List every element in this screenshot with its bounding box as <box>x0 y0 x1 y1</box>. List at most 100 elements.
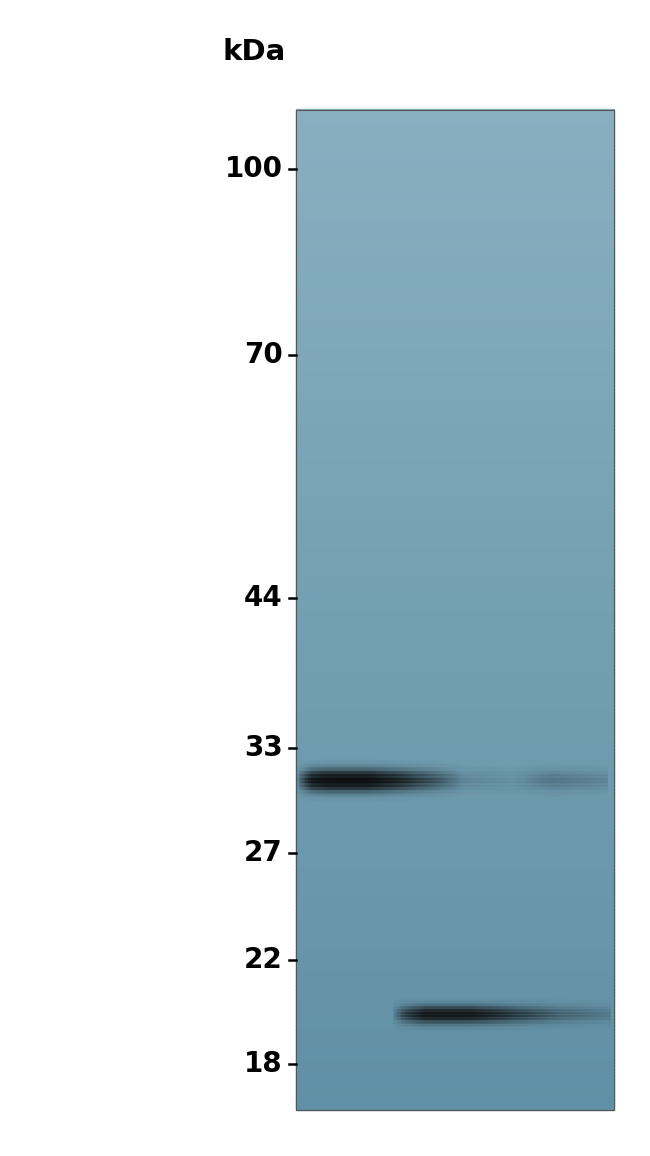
Bar <box>296 139 614 143</box>
Bar <box>296 636 614 639</box>
Bar <box>296 702 614 706</box>
Bar <box>296 1052 614 1057</box>
Bar <box>296 155 614 160</box>
Text: 44: 44 <box>244 584 283 612</box>
Bar <box>296 898 614 903</box>
Bar <box>296 395 614 400</box>
Bar <box>296 625 614 630</box>
Bar <box>296 422 614 427</box>
Bar <box>296 866 614 869</box>
Bar <box>296 838 614 843</box>
Bar <box>296 342 614 347</box>
Bar <box>296 346 614 350</box>
Bar <box>296 212 614 216</box>
Bar <box>296 459 614 464</box>
Bar <box>296 955 614 959</box>
Bar <box>296 1025 614 1030</box>
Bar <box>296 128 614 133</box>
Bar <box>296 979 614 983</box>
Bar <box>296 642 614 646</box>
Bar <box>296 509 614 513</box>
Bar <box>296 758 614 763</box>
Bar <box>296 612 614 616</box>
Bar <box>296 949 614 953</box>
Bar <box>296 722 614 726</box>
Bar <box>296 645 614 650</box>
Bar <box>296 958 614 963</box>
Bar <box>296 981 614 986</box>
Bar <box>296 882 614 887</box>
Bar <box>296 792 614 796</box>
Text: 18: 18 <box>244 1051 283 1079</box>
Bar <box>296 1102 614 1106</box>
Bar <box>296 151 614 156</box>
Bar <box>296 332 614 336</box>
Bar <box>296 185 614 190</box>
Bar <box>296 935 614 940</box>
Bar <box>296 806 614 809</box>
Bar <box>296 1006 614 1010</box>
Bar <box>296 218 614 223</box>
Bar <box>296 632 614 637</box>
Bar <box>296 1085 614 1090</box>
Bar <box>296 746 614 750</box>
Bar <box>296 438 614 443</box>
Bar <box>296 1062 614 1067</box>
Bar <box>296 875 614 880</box>
Bar <box>296 802 614 807</box>
Bar <box>296 225 614 230</box>
Bar <box>296 832 614 837</box>
Bar <box>296 602 614 607</box>
Bar <box>296 1032 614 1037</box>
Bar <box>296 852 614 857</box>
Bar <box>296 512 614 517</box>
Bar <box>296 562 614 566</box>
Bar <box>296 412 614 416</box>
Bar <box>296 976 614 980</box>
Bar <box>296 532 614 536</box>
Bar <box>296 751 614 756</box>
Bar <box>296 109 614 113</box>
Bar <box>296 655 614 660</box>
Bar <box>296 206 614 210</box>
Bar <box>296 599 614 603</box>
Bar <box>296 523 614 526</box>
Bar <box>296 885 614 890</box>
Bar <box>296 229 614 234</box>
Bar <box>296 662 614 667</box>
Bar <box>296 588 614 593</box>
Bar <box>296 829 614 833</box>
Bar <box>296 762 614 766</box>
Bar <box>296 425 614 430</box>
Bar <box>296 969 614 973</box>
Bar <box>296 732 614 736</box>
Text: 22: 22 <box>244 946 283 973</box>
Bar <box>296 862 614 867</box>
Bar <box>296 1098 614 1103</box>
Bar <box>296 555 614 560</box>
Bar <box>296 429 614 434</box>
Bar <box>296 381 614 386</box>
Bar <box>296 1045 614 1050</box>
Bar <box>296 1048 614 1053</box>
Bar <box>296 1068 614 1073</box>
Bar <box>296 735 614 740</box>
Bar <box>296 505 614 510</box>
Bar <box>296 999 614 1003</box>
Bar <box>296 1105 614 1110</box>
Bar <box>296 208 614 213</box>
Bar <box>296 1018 614 1023</box>
Bar <box>296 1089 614 1094</box>
Bar <box>296 165 614 170</box>
Bar <box>296 149 614 153</box>
Bar <box>296 939 614 943</box>
Bar <box>296 379 614 383</box>
Bar <box>296 392 614 397</box>
Bar <box>296 1042 614 1046</box>
Bar <box>296 822 614 827</box>
Bar <box>296 916 614 920</box>
Bar <box>296 489 614 494</box>
Bar <box>296 739 614 743</box>
Bar <box>296 328 614 333</box>
Bar <box>296 895 614 899</box>
